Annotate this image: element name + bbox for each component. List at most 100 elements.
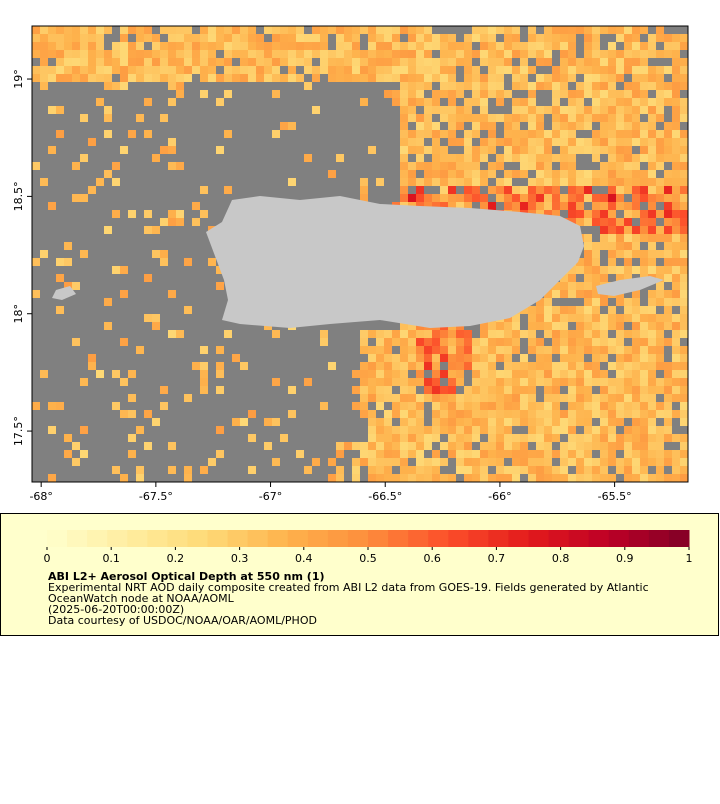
- aod-cell: [680, 378, 688, 386]
- aod-cell: [320, 50, 328, 58]
- aod-cell: [408, 26, 416, 34]
- aod-cell: [416, 122, 424, 130]
- aod-cell: [656, 130, 664, 138]
- aod-cell: [608, 218, 616, 226]
- aod-cell: [496, 162, 504, 170]
- aod-cell: [184, 74, 192, 82]
- aod-cell: [592, 314, 600, 322]
- aod-cell: [464, 186, 472, 194]
- aod-cell: [672, 298, 680, 306]
- aod-cell: [192, 202, 200, 210]
- aod-cell: [424, 42, 432, 50]
- aod-cell: [464, 426, 472, 434]
- aod-cell: [616, 466, 624, 474]
- aod-cell: [160, 402, 168, 410]
- aod-cell: [440, 370, 448, 378]
- aod-cell: [440, 442, 448, 450]
- aod-cell: [640, 50, 648, 58]
- aod-cell: [680, 266, 688, 274]
- colorbar-tick-label: 0.9: [616, 552, 634, 565]
- aod-cell: [576, 354, 584, 362]
- aod-cell: [288, 34, 296, 42]
- aod-cell: [640, 194, 648, 202]
- x-tick-label: -66°: [488, 490, 511, 503]
- aod-cell: [640, 218, 648, 226]
- aod-cell: [504, 426, 512, 434]
- aod-cell: [640, 450, 648, 458]
- aod-cell: [568, 114, 576, 122]
- aod-cell: [408, 394, 416, 402]
- aod-cell: [592, 178, 600, 186]
- aod-cell: [120, 66, 128, 74]
- aod-cell: [376, 50, 384, 58]
- aod-cell: [648, 434, 656, 442]
- aod-cell: [536, 82, 544, 90]
- aod-cell: [624, 450, 632, 458]
- aod-cell: [400, 154, 408, 162]
- aod-cell: [384, 410, 392, 418]
- aod-cell: [648, 394, 656, 402]
- aod-cell: [424, 114, 432, 122]
- aod-cell: [176, 58, 184, 66]
- aod-cell: [624, 274, 632, 282]
- aod-cell: [432, 170, 440, 178]
- aod-cell: [600, 122, 608, 130]
- aod-cell: [584, 50, 592, 58]
- aod-cell: [104, 26, 112, 34]
- aod-cell: [680, 298, 688, 306]
- colorbar-segment: [247, 530, 269, 547]
- aod-cell: [592, 34, 600, 42]
- aod-cell: [672, 410, 680, 418]
- aod-cell: [336, 42, 344, 50]
- aod-cell: [448, 66, 456, 74]
- colorbar-segment: [107, 530, 128, 547]
- aod-cell: [416, 338, 424, 346]
- aod-cell: [64, 26, 72, 34]
- aod-cell: [184, 50, 192, 58]
- aod-cell: [464, 146, 472, 154]
- aod-cell: [592, 474, 600, 482]
- aod-cell: [648, 194, 656, 202]
- aod-cell: [664, 242, 672, 250]
- aod-cell: [648, 266, 656, 274]
- colorbar-tick-label: 1: [686, 552, 693, 565]
- aod-cell: [672, 162, 680, 170]
- aod-cell: [168, 74, 176, 82]
- aod-cell: [456, 114, 464, 122]
- aod-cell: [600, 330, 608, 338]
- aod-cell: [528, 34, 536, 42]
- aod-cell: [576, 394, 584, 402]
- aod-cell: [528, 346, 536, 354]
- aod-cell: [616, 114, 624, 122]
- aod-cell: [616, 298, 624, 306]
- aod-cell: [200, 50, 208, 58]
- aod-cell: [536, 338, 544, 346]
- aod-cell: [504, 394, 512, 402]
- aod-cell: [328, 66, 336, 74]
- aod-cell: [376, 370, 384, 378]
- aod-cell: [40, 50, 48, 58]
- aod-cell: [680, 226, 688, 234]
- aod-cell: [424, 58, 432, 66]
- aod-cell: [360, 74, 368, 82]
- aod-cell: [192, 34, 200, 42]
- aod-cell: [48, 50, 56, 58]
- aod-cell: [544, 386, 552, 394]
- aod-cell: [616, 146, 624, 154]
- aod-cell: [600, 114, 608, 122]
- aod-cell: [632, 194, 640, 202]
- colorbar-segment: [207, 530, 229, 547]
- aod-cell: [512, 66, 520, 74]
- aod-cell: [504, 378, 512, 386]
- aod-cell: [280, 74, 288, 82]
- aod-cell: [432, 426, 440, 434]
- aod-cell: [632, 82, 640, 90]
- aod-cell: [600, 194, 608, 202]
- aod-cell: [560, 370, 568, 378]
- aod-cell: [544, 146, 552, 154]
- aod-cell: [416, 418, 424, 426]
- aod-cell: [56, 402, 64, 410]
- aod-cell: [568, 98, 576, 106]
- aod-cell: [376, 58, 384, 66]
- aod-cell: [624, 298, 632, 306]
